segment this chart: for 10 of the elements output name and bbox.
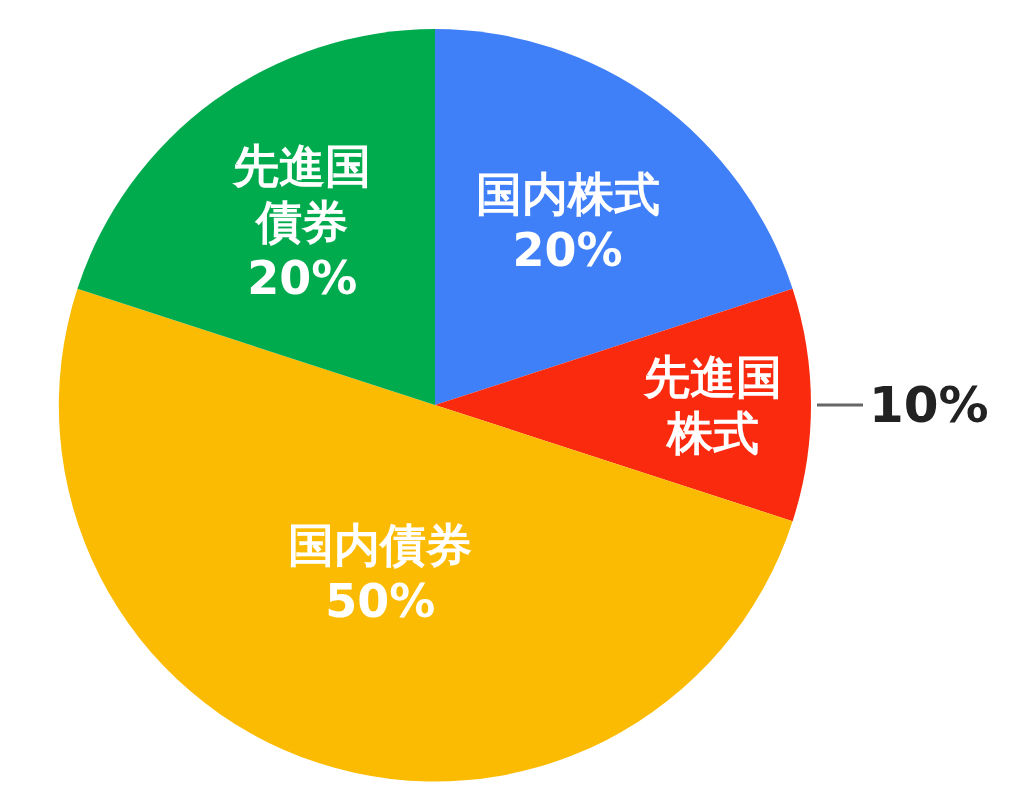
slice-label: 先進国債券: [232, 139, 372, 250]
slice-label: 国内債券: [288, 518, 473, 573]
data-label: 20%: [247, 251, 358, 306]
data-label: 10%: [869, 376, 989, 434]
slice-label: 国内株式: [475, 167, 660, 222]
slice-label: 先進国株式: [643, 350, 783, 460]
data-label: 20%: [512, 223, 623, 278]
pie-slice: [435, 29, 793, 405]
pie-slice: [77, 29, 435, 405]
data-label: 50%: [325, 574, 436, 629]
